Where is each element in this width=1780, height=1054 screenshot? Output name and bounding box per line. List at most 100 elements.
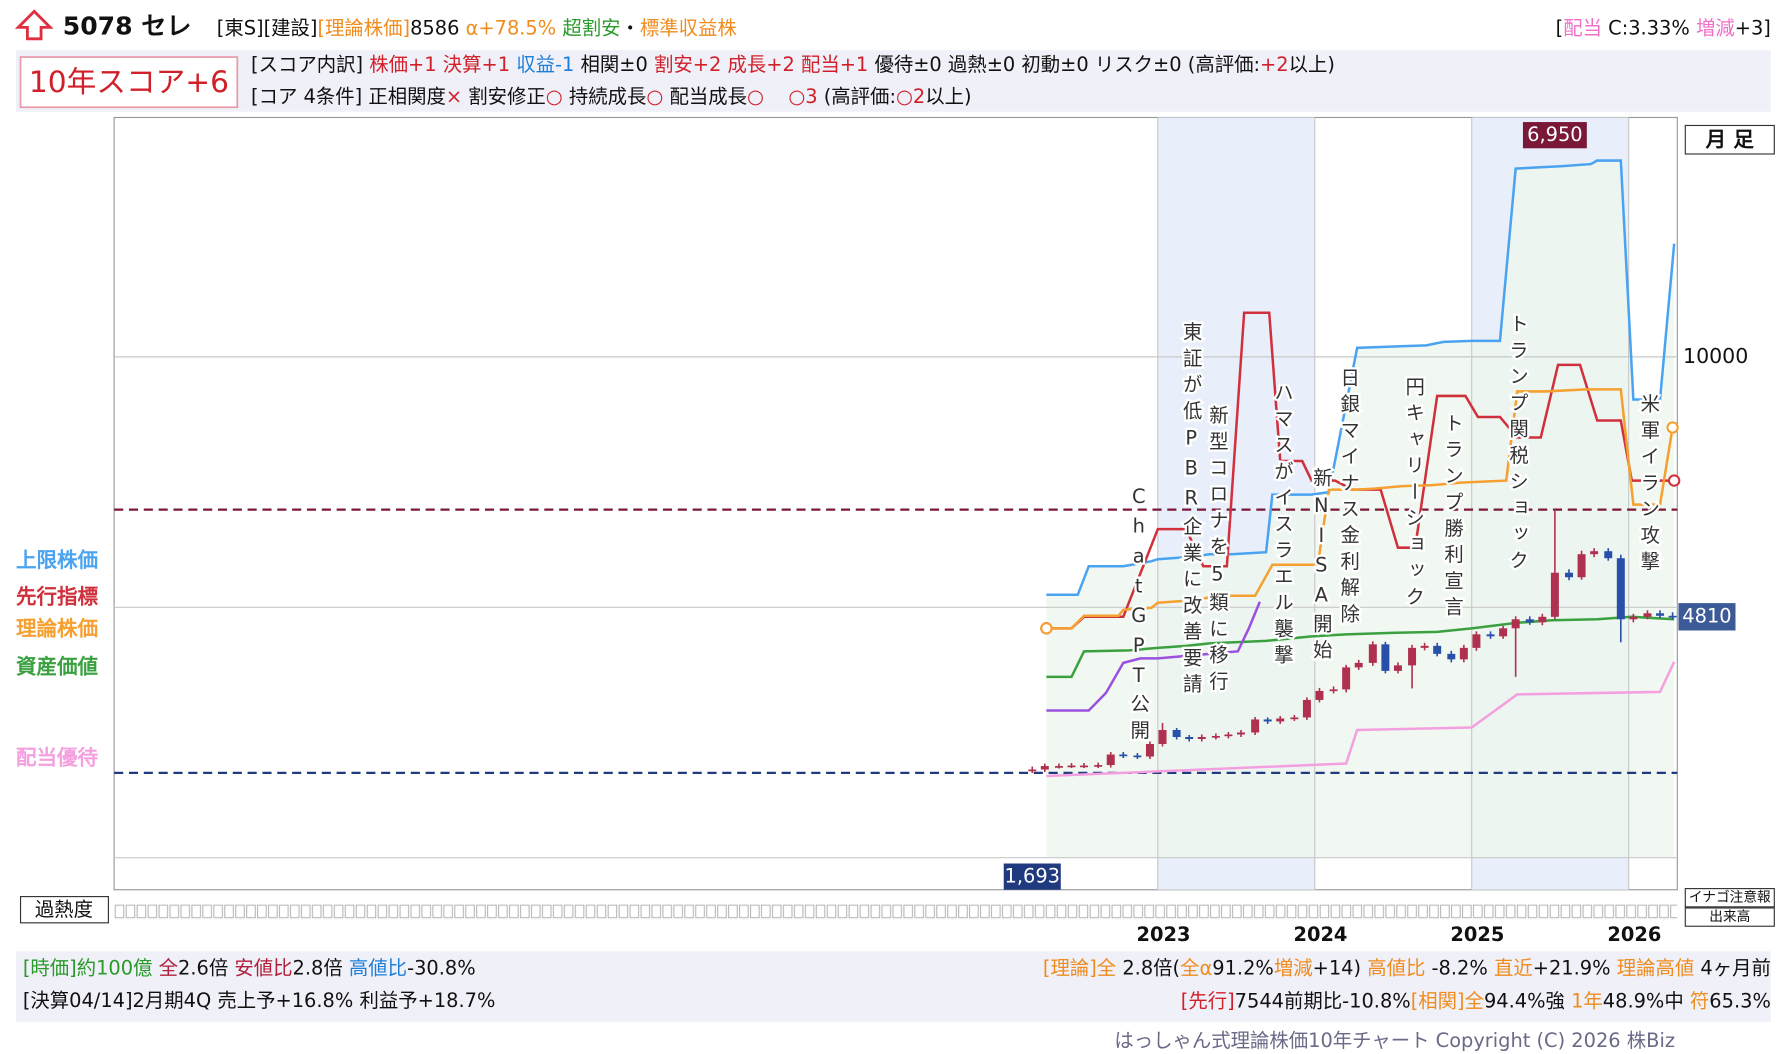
series-end-marker [1668,474,1681,487]
dividend-yield: C:3.33% [1608,16,1690,39]
note: (高評価: [1188,53,1260,76]
candle-body [1420,645,1429,648]
copyright: はっしゃん式理論株価10年チャート Copyright (C) 2026 株Bi… [1114,1029,1675,1052]
footer-right2: [先行]7544前期比-10.8%[相関]全94.4%強 1年48.9%中 符6… [1181,989,1771,1012]
candle-body [1172,729,1181,737]
header-band [15,50,1771,112]
label: [スコア内訳] [251,53,363,76]
candle-body [1538,616,1547,623]
candle-body [1251,719,1260,733]
candle-body [1499,628,1508,637]
item: 成長+2 [727,53,794,76]
candle-body [1629,616,1638,620]
low-label-box [1003,863,1061,890]
item: 配当成長 [669,84,747,107]
event-annotation: トランプ関税ショック [1506,314,1529,576]
label: 増減 [1274,956,1313,979]
volume-label: 出来高 [1709,908,1750,925]
candle-body [1511,619,1520,629]
footer-right1: [理論]全 2.8倍(全α91.2%増減+14) 高値比 -8.2% 直近+21… [1043,956,1771,979]
change-label: 増減 [1696,16,1735,39]
value: -8.2% [1432,956,1488,979]
theory-price: 8586 [410,16,459,39]
event-annotation: 日銀マイナス金利解除 [1337,367,1360,629]
candle-body [1185,736,1194,739]
value: 94.4%強 [1484,989,1565,1012]
candle-body [1040,766,1049,770]
candle-body [1315,690,1324,700]
event-annotation: 米軍イラン攻撃 [1637,394,1660,578]
label: 理論高値 [1617,956,1695,979]
candle-body [1028,769,1037,772]
series-line [1046,388,1674,630]
item: 割安修正 [468,84,546,107]
value: 65.3% [1709,989,1771,1012]
candle-body [1106,754,1115,766]
event-annotation: 新NISA開始 [1310,468,1333,666]
event-annotation: ハマスがイスラエル襲撃 [1271,382,1294,671]
item: 初動±0 [1021,53,1088,76]
inago-box [1684,888,1775,908]
candle-body [1263,719,1272,722]
label: 全 [159,956,178,979]
candle-body [1236,732,1245,735]
candle-body [1668,615,1677,618]
candle-body [1643,613,1652,617]
low-label: 1,693 [1005,865,1060,888]
mark: ○ [646,84,663,107]
market-cap: [時価]約100億 [23,956,153,979]
valuation: 超割安 [562,16,620,39]
overheat-label: 過熱度 [35,898,93,921]
value: -30.8% [407,956,476,979]
value: 4ヶ月前 [1700,956,1770,979]
candle-body [1158,729,1167,745]
candle-body [1094,765,1103,767]
event-annotation: 円キャリーショック [1402,376,1425,612]
candle-body [1472,634,1481,648]
score-box [19,56,239,109]
candle-body [1342,667,1351,690]
y-tick-label: 10000 [1683,344,1748,368]
label: 高値比 [349,956,407,979]
item: 正相関度 [368,84,446,107]
candle-body [1054,766,1063,768]
plot-area: ChatGPT公開 東証が低PBR企業に改善要請 新型コロナを5類に移行 ハマスがイス… [113,116,1681,891]
candle-body [1550,572,1559,617]
legend-label: 配当優待 [16,746,99,770]
dividend-info: [配当 C:3.33% 増減+3] [1556,16,1771,39]
series-end-marker [1040,622,1053,635]
candle-body [1525,619,1534,623]
candle-body [1381,644,1390,671]
candle-body [1290,717,1299,720]
candle-body [1354,662,1363,668]
bracket: [ [1556,16,1564,39]
last-price-label: 4810 [1682,604,1731,627]
event-annotation: トランプ勝利宣言 [1441,413,1464,623]
stock-type: 標準収益株 [640,16,737,39]
value: +21.9% [1533,956,1611,979]
item: 決算+1 [443,53,510,76]
candle-body [1565,572,1574,578]
change-value: +3] [1735,16,1771,39]
overheat-box [19,896,109,924]
candle-body [1447,653,1456,660]
last-price-box [1678,603,1736,631]
series-line [1046,159,1676,597]
core-conditions: [コア 4条件] 正相関度× 割安修正○ 持続成長○ 配当成長○ ○3 (高評価… [251,84,972,107]
legend-label: 資産価値 [16,654,99,678]
value: +14) [1313,956,1361,979]
volume-box [1684,907,1775,927]
legend-label: 先行指標 [16,585,99,609]
label: [相関]全 [1411,989,1484,1012]
candle-body [1067,765,1076,768]
market: [東S][建設] [217,16,318,39]
note: (高評価: [824,84,896,107]
inago-label: イナゴ注意報 [1689,889,1771,906]
candle-body [1145,744,1154,757]
value: 91.2% [1212,956,1274,979]
item: 配当+1 [801,53,868,76]
value: 2.8倍( [1122,956,1180,979]
item: 過熱±0 [948,53,1015,76]
